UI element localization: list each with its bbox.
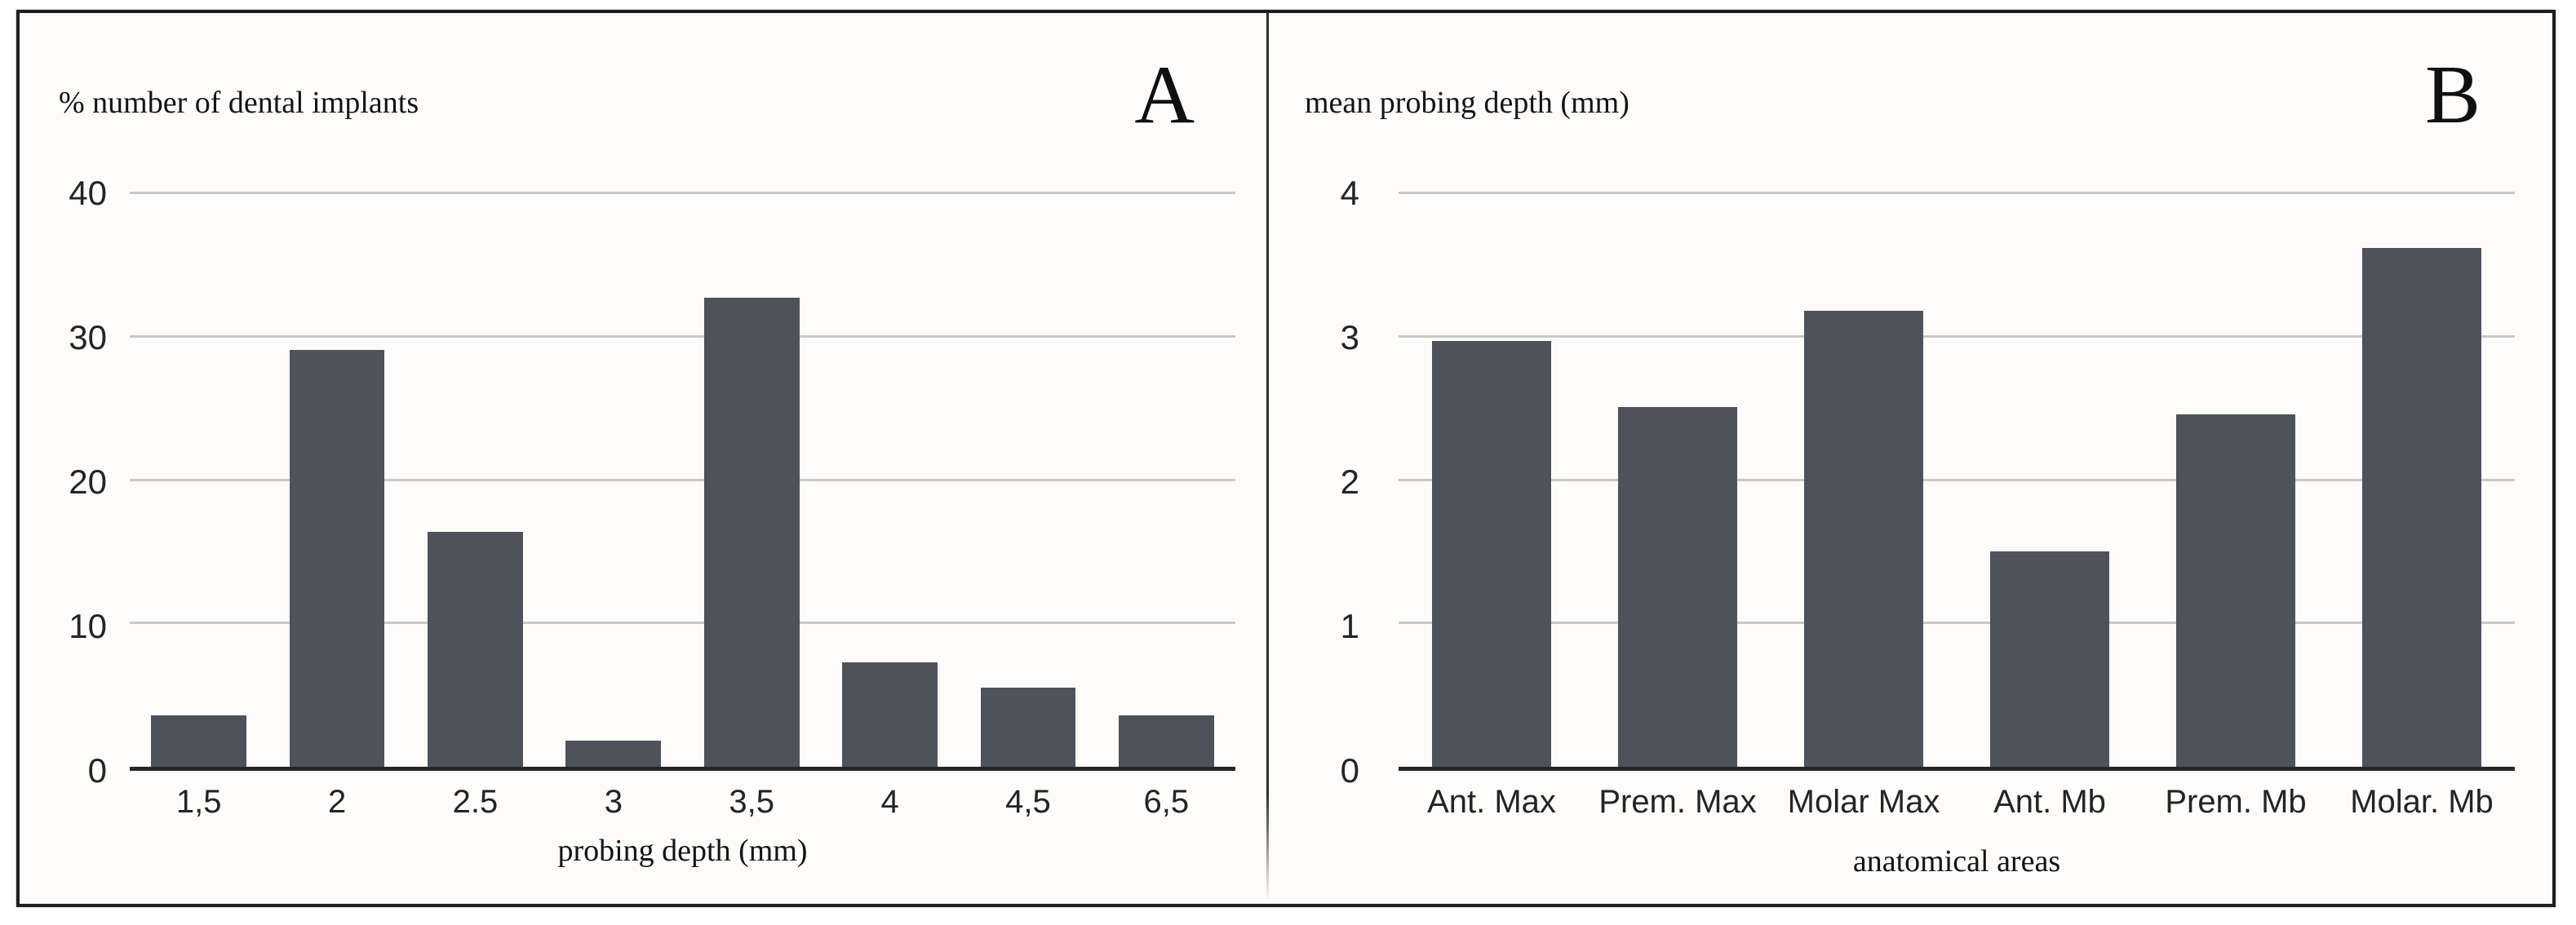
bar-Ant. Max (1432, 341, 1551, 767)
gridline (130, 192, 1235, 194)
bar-slot (406, 193, 544, 767)
bar-slot (959, 193, 1097, 767)
bar-slot (1585, 193, 1771, 767)
y-tick-label: 40 (69, 174, 107, 212)
bar-slot (821, 193, 959, 767)
bar-3,5 (703, 298, 800, 767)
bar-slot (1957, 193, 2143, 767)
panel-b-plot-area (1399, 192, 2515, 771)
panel-b-bars (1399, 193, 2515, 767)
panel-b: mean probing depth (mm) B 0 1 2 3 4 Ant. Max… (1269, 13, 2552, 904)
x-tick-label: 4,5 (1005, 784, 1051, 820)
panel-a-x-axis-title: probing depth (mm) (557, 834, 808, 868)
x-tick-label: 2 (327, 784, 347, 820)
panel-b-label: B (2424, 49, 2481, 141)
bar-slot (544, 193, 682, 767)
bar-chart-probing-depth: 0 10 20 30 40 1,5 2 2.5 3 3,5 4 4,5 6,5 (20, 176, 1266, 821)
bar-slot (1097, 193, 1235, 767)
bar-Molar Max (1804, 311, 1923, 767)
panel-a-y-ticks: 0 10 20 30 40 (20, 176, 130, 788)
panel-a-x-ticks: 1,5 2 2.5 3 3,5 4 4,5 6,5 (130, 784, 1235, 821)
panel-a-label: A (1134, 49, 1195, 141)
panel-b-x-ticks: Ant. Max Prem. Max Molar Max Ant. Mb Prem. M… (1399, 784, 2515, 821)
bar-Prem. Max (1618, 406, 1737, 767)
y-tick-label: 1 (1340, 607, 1359, 645)
x-tick-label: 2.5 (452, 784, 499, 820)
x-tick-label: 1,5 (175, 784, 222, 820)
bar-4,5 (980, 688, 1076, 767)
gridline (130, 622, 1235, 625)
bar-2.5 (428, 531, 523, 767)
panel-b-tick-spacer (1269, 784, 1399, 821)
y-tick-label: 3 (1340, 318, 1359, 356)
gridline (1399, 622, 2515, 625)
panel-divider (1266, 13, 1269, 901)
panel-a-y-axis-title: % number of dental implants (59, 86, 419, 120)
gridline (1399, 192, 2515, 194)
bar-slot (2329, 193, 2515, 767)
panel-b-y-ticks: 0 1 2 3 4 (1269, 176, 1399, 788)
x-tick-label: Ant. Mb (1993, 784, 2106, 820)
x-tick-label: 4 (880, 784, 899, 820)
x-tick-label: Molar Max (1787, 784, 1940, 820)
bar-3 (565, 741, 662, 767)
panel-a-tick-spacer (20, 784, 130, 821)
bar-2 (289, 349, 385, 767)
bar-Ant. Mb (1990, 551, 2109, 767)
x-tick-label: 6,5 (1143, 784, 1190, 820)
x-tick-label: Ant. Max (1427, 784, 1556, 820)
bar-slot (1399, 193, 1585, 767)
bar-slot (683, 193, 821, 767)
panel-b-y-axis-title: mean probing depth (mm) (1305, 86, 1629, 120)
x-tick-label: Prem. Max (1598, 784, 1757, 820)
y-tick-label: 2 (1340, 462, 1359, 501)
y-tick-label: 0 (1340, 751, 1359, 790)
x-tick-label: Prem. Mb (2165, 784, 2307, 820)
y-tick-label: 4 (1340, 174, 1359, 212)
y-tick-label: 10 (69, 607, 107, 645)
figure-frame: % number of dental implants A 0 10 20 30 40 … (16, 10, 2556, 907)
bar-slot (130, 193, 268, 767)
y-tick-label: 0 (87, 751, 107, 790)
y-tick-label: 20 (69, 462, 107, 501)
bar-slot (268, 193, 406, 767)
bar-6,5 (1118, 715, 1214, 767)
y-tick-label: 30 (69, 318, 107, 356)
bar-slot (1771, 193, 1957, 767)
x-tick-label: Molar. Mb (2350, 784, 2494, 820)
gridline (130, 478, 1235, 481)
gridline (1399, 334, 2515, 338)
panel-a-bars (130, 193, 1235, 767)
gridline (130, 334, 1235, 338)
panel-b-x-axis-title: anatomical areas (1852, 844, 2061, 879)
bar-Prem. Mb (2176, 414, 2295, 767)
x-tick-label: 3,5 (729, 784, 774, 820)
x-tick-label: 3 (604, 784, 623, 820)
panel-a-plot-area (130, 192, 1235, 771)
gridline (1399, 478, 2515, 481)
bar-1,5 (151, 715, 247, 767)
bar-chart-anatomical-areas: 0 1 2 3 4 Ant. Max Prem. Max Molar Max Ant. Mb P… (1269, 176, 2552, 821)
bar-4 (842, 662, 938, 767)
bar-slot (2143, 193, 2329, 767)
panel-a: % number of dental implants A 0 10 20 30 40 … (20, 13, 1266, 904)
bar-Molar. Mb (2362, 247, 2481, 767)
